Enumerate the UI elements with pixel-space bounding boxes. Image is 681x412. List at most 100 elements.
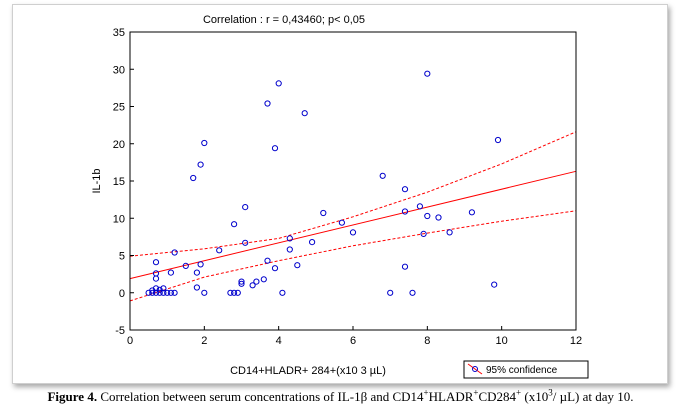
data-point: [275, 80, 282, 87]
data-point: [242, 239, 249, 246]
y-tick-label: 15: [113, 176, 125, 188]
fit-line: [129, 170, 577, 280]
data-point: [231, 289, 238, 296]
data-point: [401, 186, 409, 193]
data-point: [271, 265, 279, 272]
data-point: [171, 289, 178, 296]
y-tick-label: -5: [115, 325, 125, 337]
legend: 95% confidence: [463, 360, 589, 379]
y-tick-label: 25: [113, 102, 125, 114]
confidence-upper-line: [129, 131, 577, 257]
data-point: [167, 269, 174, 276]
data-point: [401, 263, 409, 270]
data-point: [338, 219, 345, 226]
data-point: [160, 289, 167, 296]
confidence-band: [129, 131, 577, 302]
data-point: [216, 247, 223, 254]
data-point: [197, 161, 204, 168]
caption-text: Correlation between serum concentrations…: [97, 389, 424, 404]
data-point: [387, 289, 394, 296]
data-point: [227, 289, 234, 296]
data-point: [424, 212, 431, 220]
plot-area: [130, 32, 576, 330]
caption-text: (x10: [521, 389, 549, 404]
data-point: [156, 286, 163, 293]
data-point: [271, 145, 279, 152]
regression-line: [129, 170, 577, 280]
data-point: [231, 221, 238, 228]
caption-superscript: +: [473, 387, 479, 398]
y-axis-ticks: -5 0 5 10 15 20 25 30 35: [113, 27, 134, 337]
caption-text: HLADR: [428, 389, 474, 404]
data-point: [420, 230, 427, 237]
data-point: [424, 70, 431, 77]
data-point: [152, 270, 160, 277]
x-tick-label: 0: [127, 335, 133, 347]
y-tick-label: 35: [113, 27, 125, 39]
data-point: [182, 262, 189, 269]
y-tick-label: 30: [113, 64, 125, 76]
x-tick-label: 2: [201, 335, 207, 347]
data-point: [286, 246, 293, 253]
data-point: [379, 172, 386, 179]
data-point: [164, 289, 171, 296]
data-point: [435, 214, 442, 221]
x-tick-label: 6: [350, 335, 356, 347]
data-point: [238, 278, 245, 285]
y-tick-label: 10: [113, 213, 125, 225]
data-point: [401, 208, 409, 215]
legend-point-swatch: [472, 366, 478, 372]
x-tick-label: 12: [570, 335, 582, 347]
data-point: [301, 110, 308, 117]
data-point: [491, 281, 498, 288]
caption-text: CD284: [478, 389, 517, 404]
data-point: [201, 139, 208, 147]
data-point: [320, 209, 327, 217]
legend-label: 95% confidence: [486, 365, 558, 376]
data-point: [468, 209, 475, 216]
data-point: [294, 262, 301, 269]
data-point: [234, 289, 241, 296]
chart-title: Correlation : r = 0,43460; p< 0,05: [203, 14, 365, 26]
legend-line-swatch: [467, 363, 483, 375]
data-point: [160, 285, 167, 292]
data-point: [494, 136, 502, 144]
data-point: [349, 229, 357, 236]
data-point: [149, 289, 156, 296]
data-point: [193, 284, 200, 291]
y-tick-label: 0: [119, 288, 125, 300]
data-point: [409, 289, 416, 296]
x-tick-label: 4: [276, 335, 282, 347]
y-tick-label: 20: [113, 139, 125, 151]
data-point: [286, 235, 293, 242]
caption-text: / µL) at day 10.: [552, 389, 634, 404]
figure-caption: Figure 4. Correlation between serum conc…: [0, 387, 681, 405]
data-point: [238, 280, 245, 287]
data-point: [446, 229, 453, 236]
caption-superscript: +: [516, 387, 522, 398]
data-point: [171, 249, 178, 256]
data-point: [190, 174, 197, 182]
data-points: [145, 70, 502, 296]
y-tick-label: 5: [119, 251, 125, 263]
x-axis-ticks: 0 2 4 6 8 10 12: [127, 326, 582, 347]
data-point: [193, 269, 200, 276]
data-point: [309, 239, 316, 246]
data-point: [167, 289, 174, 296]
data-point: [152, 259, 160, 266]
data-point: [201, 289, 208, 296]
caption-superscript: 3: [548, 387, 553, 398]
data-point: [249, 282, 256, 289]
data-point: [260, 276, 267, 283]
legend-box: [463, 360, 589, 379]
data-point: [416, 203, 423, 210]
caption-figure-label: Figure 4.: [47, 389, 98, 404]
data-point: [264, 257, 271, 264]
x-tick-label: 10: [496, 335, 508, 347]
data-point: [253, 278, 260, 285]
data-point: [197, 261, 204, 268]
confidence-lower-line: [129, 210, 577, 302]
y-axis-title: IL-1b: [91, 168, 103, 193]
data-point: [156, 289, 163, 296]
caption-superscript: +: [423, 387, 429, 398]
